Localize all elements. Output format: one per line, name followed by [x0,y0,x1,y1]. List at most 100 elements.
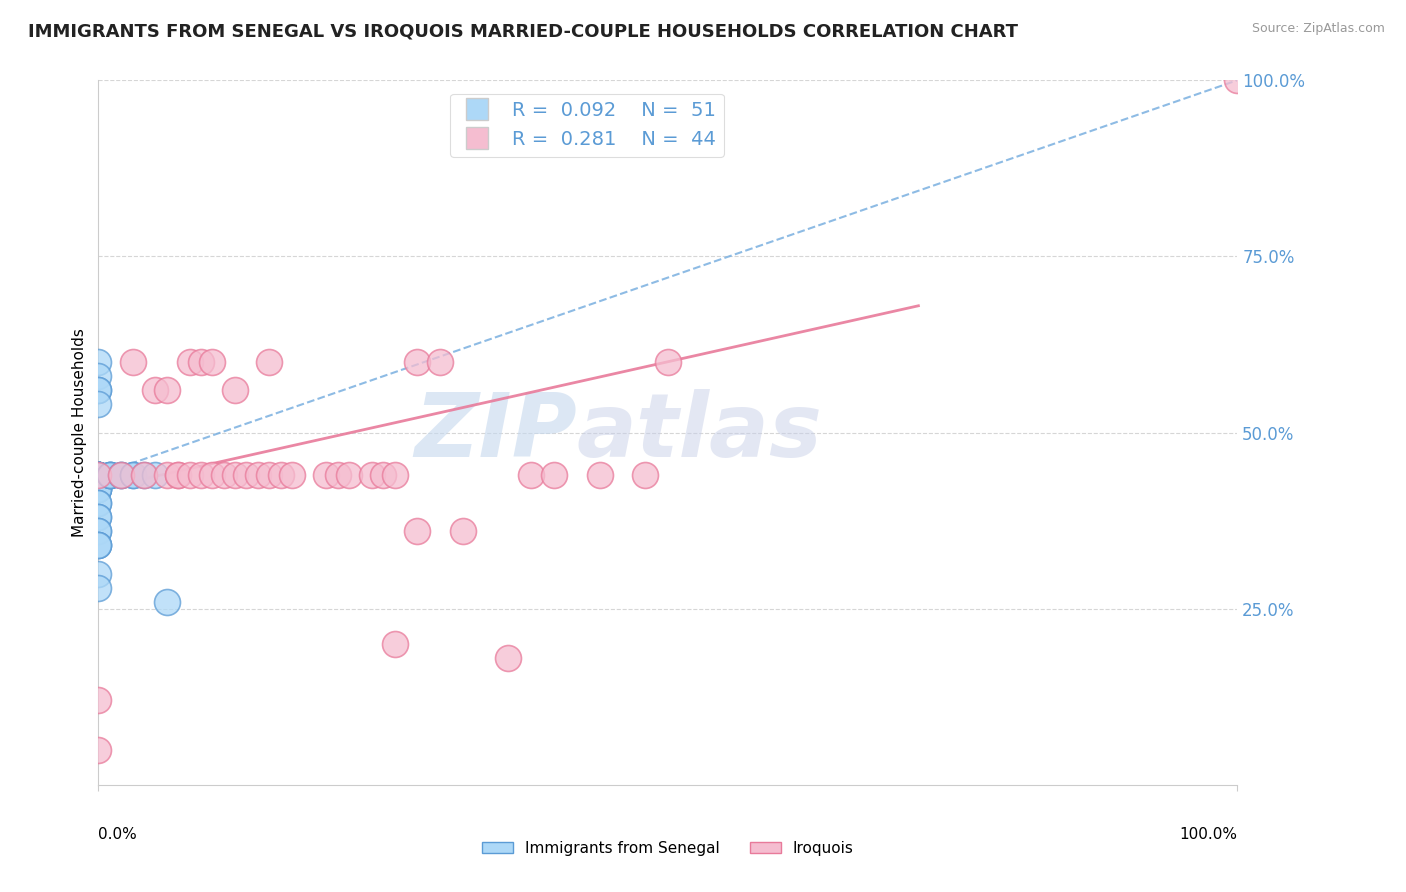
Point [235,467,257,482]
Point [87,566,110,581]
Point [87,538,110,552]
Point [281,467,304,482]
Point [520,467,543,482]
Point [156,595,179,609]
Point [121,355,143,369]
Text: ZIP: ZIP [413,389,576,476]
Point [270,467,292,482]
Point [87,482,110,496]
Point [110,467,132,482]
Text: atlas: atlas [576,389,823,476]
Point [543,467,565,482]
Point [87,467,110,482]
Point [87,581,110,595]
Y-axis label: Married-couple Households: Married-couple Households [72,328,87,537]
Point [167,467,190,482]
Point [98,467,121,482]
Point [87,369,110,384]
Point [406,524,429,539]
Point [634,467,657,482]
Point [337,467,360,482]
Point [121,467,143,482]
Point [87,467,110,482]
Point [384,467,406,482]
Text: 0.0%: 0.0% [98,827,138,842]
Point [87,524,110,539]
Point [87,482,110,496]
Point [132,467,155,482]
Point [87,467,110,482]
Point [87,467,110,482]
Text: 100.0%: 100.0% [1180,827,1237,842]
Point [110,467,132,482]
Point [87,467,110,482]
Point [132,467,155,482]
Point [326,467,349,482]
Point [87,467,110,482]
Point [156,384,179,398]
Point [110,467,132,482]
Point [360,467,382,482]
Point [87,482,110,496]
Point [87,467,110,482]
Point [87,467,110,482]
Point [87,467,110,482]
Point [87,467,110,482]
Point [498,651,520,665]
Point [87,538,110,552]
Point [87,467,110,482]
Point [87,538,110,552]
Point [87,467,110,482]
Point [98,467,121,482]
Point [87,482,110,496]
Point [224,384,246,398]
Point [87,467,110,482]
Point [87,355,110,369]
Text: IMMIGRANTS FROM SENEGAL VS IROQUOIS MARRIED-COUPLE HOUSEHOLDS CORRELATION CHART: IMMIGRANTS FROM SENEGAL VS IROQUOIS MARR… [28,22,1018,40]
Point [87,510,110,524]
Point [246,467,269,482]
Point [371,467,394,482]
Point [384,637,406,651]
Point [87,384,110,398]
Point [588,467,610,482]
Point [98,467,121,482]
Point [87,467,110,482]
Point [145,467,167,482]
Point [429,355,451,369]
Point [657,355,679,369]
Point [87,467,110,482]
Point [451,524,474,539]
Point [87,524,110,539]
Point [87,467,110,482]
Point [87,496,110,510]
Point [156,467,179,482]
Point [87,467,110,482]
Legend: R =  0.092    N =  51, R =  0.281    N =  44: R = 0.092 N = 51, R = 0.281 N = 44 [450,94,724,157]
Point [1226,73,1249,87]
Point [87,384,110,398]
Point [259,467,281,482]
Point [201,355,224,369]
Point [179,355,201,369]
Point [224,467,246,482]
Point [87,693,110,707]
Point [201,467,224,482]
Point [259,355,281,369]
Point [87,397,110,411]
Point [190,467,212,482]
Point [315,467,337,482]
Point [212,467,235,482]
Text: Source: ZipAtlas.com: Source: ZipAtlas.com [1251,22,1385,36]
Point [87,467,110,482]
Point [121,467,143,482]
Point [87,467,110,482]
Point [179,467,201,482]
Point [98,467,121,482]
Point [87,467,110,482]
Point [87,742,110,756]
Point [87,496,110,510]
Point [87,467,110,482]
Point [167,467,190,482]
Point [145,384,167,398]
